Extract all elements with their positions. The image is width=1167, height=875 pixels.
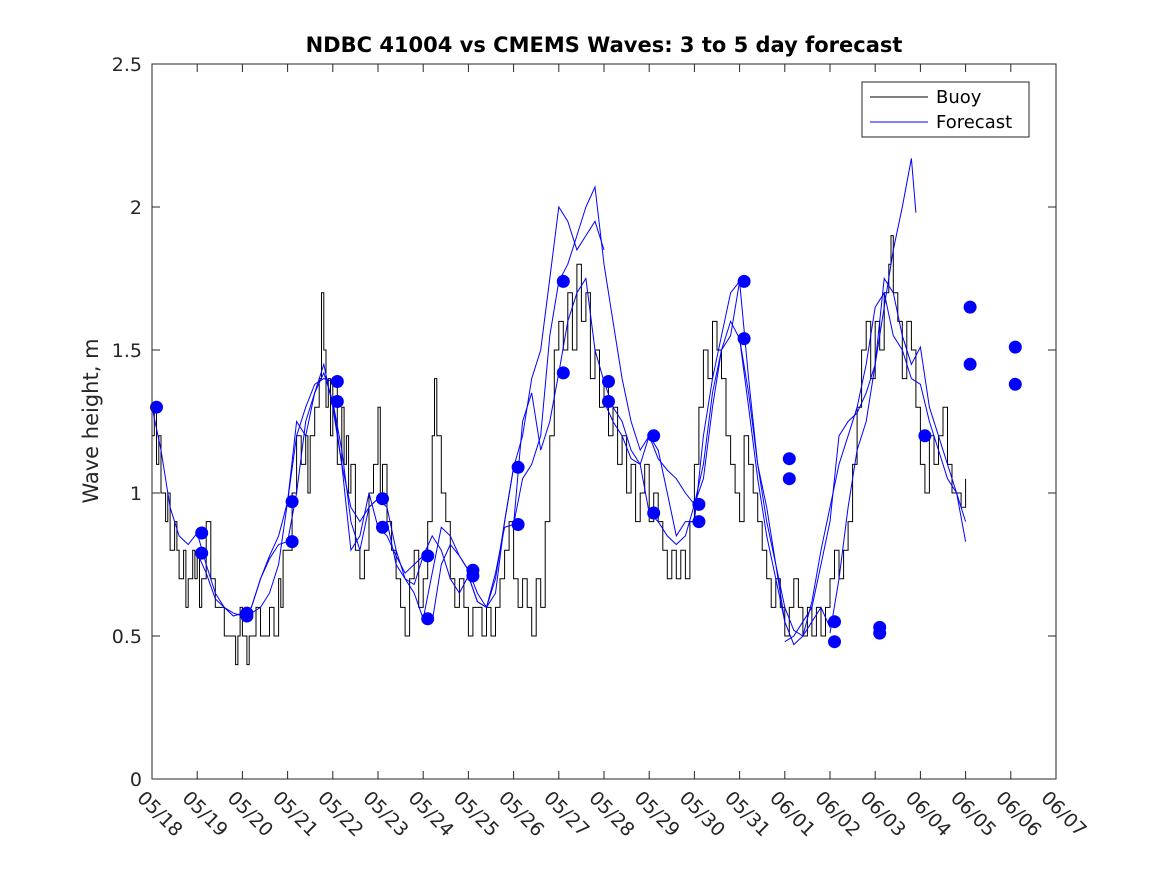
series-forecast-run-7 bbox=[467, 205, 605, 609]
series-forecast-run-8 bbox=[513, 185, 650, 525]
forecast-marker-24 bbox=[692, 515, 706, 529]
series-forecast-run-13 bbox=[739, 307, 876, 646]
forecast-marker-9 bbox=[376, 492, 389, 506]
forecast-marker-34 bbox=[963, 300, 977, 314]
forecast-marker-28 bbox=[782, 472, 796, 486]
legend-label-buoy: Buoy bbox=[936, 87, 982, 108]
forecast-marker-12 bbox=[421, 612, 435, 626]
forecast-marker-16 bbox=[511, 518, 525, 531]
forecast-marker-11 bbox=[421, 549, 435, 563]
forecast-marker-0 bbox=[150, 400, 163, 414]
forecast-marker-23 bbox=[692, 497, 706, 511]
series-forecast-run-16 bbox=[874, 291, 967, 542]
series-forecast-run-4 bbox=[332, 401, 469, 621]
forecast-marker-26 bbox=[737, 332, 751, 346]
series-forecast-run-12 bbox=[693, 281, 831, 637]
forecast-marker-29 bbox=[828, 615, 841, 629]
forecast-marker-36 bbox=[1008, 340, 1022, 354]
forecast-marker-1 bbox=[195, 526, 209, 540]
forecast-marker-19 bbox=[602, 375, 615, 388]
y-tick-label-0: 0 bbox=[130, 769, 142, 791]
y-tick-label-3: 1.5 bbox=[112, 340, 142, 362]
forecast-marker-37 bbox=[1008, 377, 1022, 391]
forecast-marker-2 bbox=[195, 546, 209, 560]
forecast-marker-35 bbox=[963, 357, 977, 371]
forecast-marker-20 bbox=[602, 395, 615, 408]
series-forecast-run-9 bbox=[558, 277, 695, 546]
forecast-marker-10 bbox=[376, 520, 389, 534]
series-forecast-run-15 bbox=[829, 277, 967, 634]
series-forecast-run-1 bbox=[196, 378, 333, 617]
forecast-marker-7 bbox=[330, 375, 344, 388]
y-axis-label: Wave height, m bbox=[79, 338, 103, 503]
y-tick-label-4: 2 bbox=[130, 197, 142, 219]
legend: Buoy Forecast bbox=[861, 81, 1030, 138]
series-forecast-run-2 bbox=[242, 371, 379, 617]
forecast-marker-25 bbox=[737, 274, 751, 288]
forecast-marker-30 bbox=[828, 635, 841, 649]
forecast-marker-33 bbox=[918, 429, 932, 443]
series-forecast-run-10 bbox=[603, 281, 740, 538]
forecast-marker-22 bbox=[647, 506, 661, 520]
forecast-marker-15 bbox=[511, 460, 525, 474]
forecast-marker-27 bbox=[782, 452, 796, 466]
series-forecast-run-0 bbox=[151, 407, 289, 617]
forecast-marker-14 bbox=[466, 569, 480, 583]
forecast-marker-5 bbox=[285, 495, 299, 509]
forecast-marker-32 bbox=[873, 626, 887, 640]
forecast-marker-6 bbox=[285, 535, 299, 549]
y-tick-label-2: 1 bbox=[130, 483, 142, 505]
chart-title: NDBC 41004 vs CMEMS Waves: 3 to 5 day fo… bbox=[306, 33, 903, 57]
forecast-marker-21 bbox=[647, 429, 661, 443]
y-tick-label-1: 0.5 bbox=[112, 626, 142, 648]
series-forecast-run-6 bbox=[423, 372, 560, 623]
y-tick-label-5: 2.5 bbox=[112, 54, 142, 76]
forecast-marker-17 bbox=[556, 274, 570, 288]
legend-label-forecast: Forecast bbox=[936, 112, 1012, 133]
plot-area bbox=[150, 158, 1022, 666]
series-forecast-run-5 bbox=[377, 467, 515, 609]
forecast-marker-8 bbox=[330, 395, 344, 408]
series-forecast-run-11 bbox=[648, 320, 786, 622]
forecast-marker-4 bbox=[240, 609, 254, 623]
series-buoy-line bbox=[152, 235, 967, 666]
legend-box bbox=[861, 81, 1030, 138]
series-forecast-run-14 bbox=[784, 158, 917, 643]
forecast-marker-18 bbox=[556, 366, 570, 380]
